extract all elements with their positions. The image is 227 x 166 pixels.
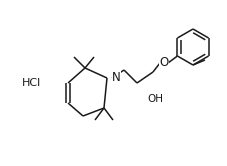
Text: HCl: HCl [22,78,41,88]
Text: O: O [159,55,168,69]
Text: OH: OH [146,94,162,104]
Text: N: N [111,71,120,83]
